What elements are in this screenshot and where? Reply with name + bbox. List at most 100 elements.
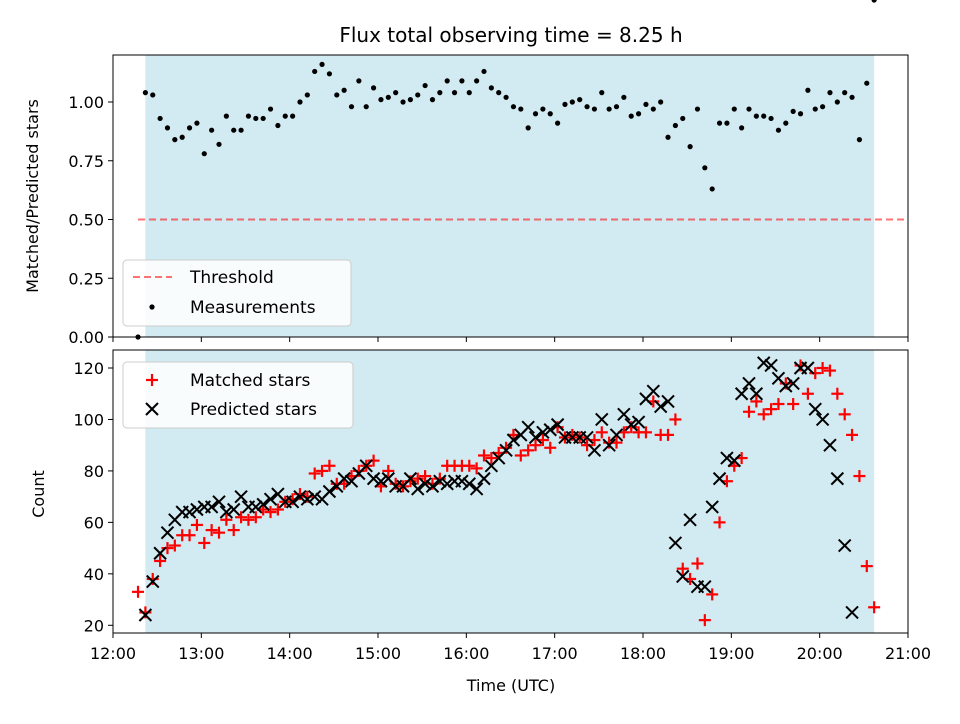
measurement-point — [429, 97, 436, 103]
xlabel: Time (UTC) — [466, 676, 555, 695]
matched-star-point — [470, 462, 483, 475]
matched-star-point — [213, 526, 225, 539]
measurement-point — [584, 104, 590, 110]
measurement-point — [444, 78, 450, 84]
measurement-point — [326, 71, 333, 77]
predicted-star-point — [631, 415, 646, 429]
measurement-point — [864, 80, 870, 86]
matched-star-point — [367, 454, 380, 467]
matched-star-point — [787, 398, 800, 411]
matched-star-point — [419, 470, 432, 483]
matched-star-point — [205, 524, 218, 537]
xtick-label: 17:00 — [532, 644, 578, 663]
matched-star-point — [249, 511, 262, 524]
matched-star-point — [544, 441, 557, 454]
measurement-point — [547, 111, 553, 117]
measurement-point — [510, 104, 517, 110]
measurement-point — [731, 106, 737, 112]
matched-star-point — [522, 444, 535, 457]
measurement-point — [238, 127, 244, 133]
predicted-star-point — [727, 453, 741, 468]
predicted-star-point — [204, 500, 219, 514]
measurement-point — [356, 78, 362, 84]
predicted-star-point — [366, 471, 381, 486]
measurement-point — [341, 87, 347, 93]
matched-star-point — [132, 585, 145, 598]
matched-star-point — [662, 428, 675, 441]
predicted-star-point — [499, 443, 513, 458]
measurement-point — [569, 99, 575, 105]
measurement-point — [282, 113, 288, 119]
matched-star-point — [220, 513, 233, 526]
measurement-point — [223, 113, 229, 119]
xtick-label: 13:00 — [178, 644, 224, 663]
bottom-ytick-label: 120 — [73, 359, 104, 378]
predicted-star-point — [411, 482, 425, 496]
predicted-star-point — [602, 438, 616, 452]
predicted-star-point — [734, 387, 749, 401]
predicted-star-point — [455, 474, 469, 488]
measurement-point — [856, 137, 863, 143]
measurement-point — [437, 90, 443, 96]
bottom-ytick-label: 60 — [84, 513, 104, 532]
measurement-point — [775, 127, 782, 133]
matched-star-point — [868, 601, 881, 614]
matched-star-point — [713, 516, 726, 529]
matched-star-point — [676, 562, 689, 575]
matched-star-point — [581, 439, 594, 452]
predicted-star-point — [742, 376, 756, 391]
predicted-star-point — [528, 430, 543, 445]
predicted-star-point — [543, 423, 557, 437]
predicted-star-point — [219, 505, 234, 519]
legend-measurements-label: Measurements — [190, 298, 316, 318]
measurement-point — [253, 115, 259, 122]
legend-matched-label: Matched stars — [190, 371, 310, 391]
predicted-star-point — [801, 361, 815, 375]
matched-star-point — [595, 426, 608, 439]
matched-star-point — [831, 387, 844, 400]
legend-predicted-swatch — [145, 402, 159, 416]
measurement-point — [319, 61, 325, 67]
matched-star-point — [264, 506, 277, 519]
matched-star-point — [750, 395, 763, 408]
chart-title: Flux total observing time = 8.25 h — [339, 23, 682, 47]
matched-star-point — [183, 529, 196, 542]
predicted-star-point — [617, 407, 631, 422]
matched-star-point — [500, 441, 513, 454]
measurement-point — [820, 104, 826, 110]
predicted-star-point — [779, 379, 793, 393]
matched-star-point — [190, 518, 203, 531]
measurement-point — [267, 106, 274, 112]
matched-star-point — [293, 488, 306, 501]
predicted-star-point — [837, 538, 852, 553]
matched-star-point — [404, 475, 417, 488]
top-ytick-label: 0.50 — [68, 211, 104, 230]
measurement-point — [739, 125, 745, 131]
measurement-point — [562, 101, 568, 107]
measurement-point — [407, 97, 413, 103]
matched-star-point — [801, 387, 814, 400]
measurement-point — [591, 106, 598, 112]
bottom-ylabel: Count — [29, 470, 48, 518]
measurement-point — [385, 94, 391, 100]
matched-star-point — [242, 513, 255, 526]
measurement-point — [702, 165, 708, 171]
predicted-star-point — [749, 387, 764, 401]
matched-star-point — [463, 459, 476, 472]
matched-star-point — [765, 403, 778, 416]
predicted-star-point — [440, 477, 454, 491]
measurement-point — [687, 144, 693, 150]
legend-predicted-label: Predicted stars — [190, 400, 317, 420]
matched-star-point — [860, 560, 873, 573]
matched-star-point — [485, 452, 498, 465]
predicted-star-point — [190, 502, 204, 517]
predicted-star-point — [595, 412, 609, 427]
xtick-label: 20:00 — [797, 644, 843, 663]
predicted-star-point — [359, 459, 373, 473]
measurement-point — [496, 90, 502, 96]
xtick-label: 16:00 — [443, 644, 489, 663]
matched-star-point — [838, 408, 851, 421]
measurement-point — [290, 113, 296, 119]
measurement-point — [709, 186, 715, 192]
matched-star-point — [757, 408, 770, 421]
